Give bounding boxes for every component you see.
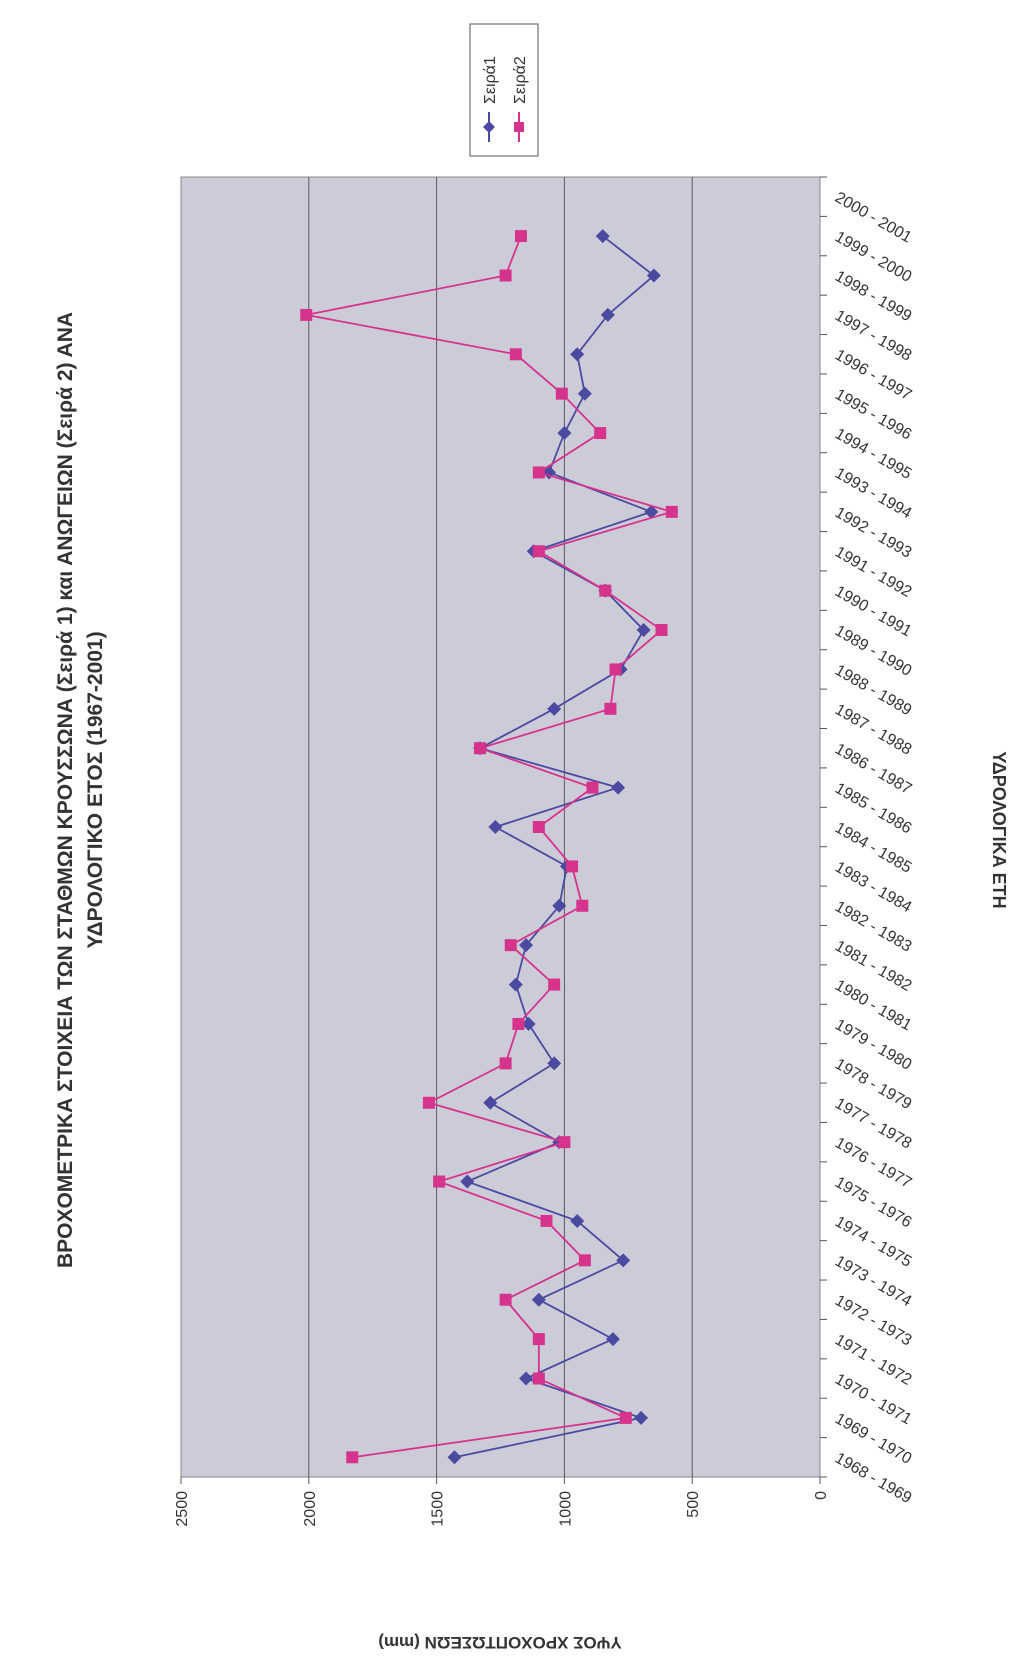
data-point-series-2 <box>512 1017 525 1030</box>
data-point-series-1 <box>636 623 651 638</box>
data-point-series-1 <box>519 938 534 953</box>
data-point-series-2 <box>504 939 517 952</box>
data-point-series-1 <box>611 780 626 795</box>
legend-box <box>469 23 539 157</box>
data-point-series-2 <box>594 427 607 440</box>
data-point-series-2 <box>599 584 612 597</box>
data-point-series-2 <box>532 821 545 833</box>
data-point-series-2 <box>540 1214 553 1227</box>
data-point-series-2 <box>514 230 527 243</box>
data-point-series-1 <box>646 268 661 283</box>
data-point-series-2 <box>532 1372 545 1385</box>
y-tick-label: 2000 <box>302 1491 319 1527</box>
data-point-series-1 <box>634 1410 649 1425</box>
data-point-series-1 <box>483 1095 498 1110</box>
y-tick-label: 1000 <box>557 1491 574 1527</box>
data-point-series-2 <box>566 860 579 873</box>
data-point-series-1 <box>519 1371 534 1386</box>
y-tick-label: 500 <box>685 1491 702 1518</box>
data-point-series-1 <box>547 1056 562 1071</box>
data-point-series-1 <box>447 1450 462 1465</box>
data-point-series-2 <box>548 978 561 991</box>
data-point-series-1 <box>644 504 659 519</box>
legend-label-2: Σειρά2 <box>512 56 529 104</box>
x-axis-title: ΥΔΡΟΛΟΓΙΚΑ ΕΤΗ <box>989 751 1009 908</box>
series-lines <box>300 229 678 1465</box>
data-point-series-1 <box>547 701 562 716</box>
data-point-series-2 <box>422 1096 435 1109</box>
data-point-series-2 <box>558 1136 571 1149</box>
data-point-series-2 <box>499 269 512 282</box>
data-point-series-1 <box>570 347 585 362</box>
data-point-series-1 <box>488 820 503 834</box>
legend-label-1: Σειρά1 <box>482 56 499 104</box>
data-point-series-2 <box>586 781 599 794</box>
data-point-series-1 <box>508 977 523 992</box>
data-point-series-2 <box>300 308 313 321</box>
legend-marker-1 <box>483 121 495 133</box>
data-point-series-2 <box>499 1057 512 1070</box>
data-point-series-1 <box>460 1174 475 1189</box>
data-point-series-2 <box>665 505 678 518</box>
y-tick-label: 0 <box>813 1491 830 1500</box>
data-point-series-2 <box>499 1293 512 1306</box>
data-point-series-2 <box>532 466 545 479</box>
data-point-series-1 <box>552 898 567 913</box>
data-point-series-1 <box>521 1016 536 1031</box>
chart-subtitle: ΥΔΡΟΛΟΓΙΚΟ ΕΤΟΣ (1967-2001) <box>84 631 107 948</box>
legend-marker-2 <box>514 122 524 132</box>
data-point-series-2 <box>655 624 668 637</box>
data-point-series-2 <box>509 348 522 361</box>
data-point-series-2 <box>474 742 487 755</box>
data-point-series-1 <box>595 229 610 244</box>
data-point-series-2 <box>576 899 589 912</box>
data-point-series-1 <box>600 307 615 322</box>
data-point-series-1 <box>570 1213 585 1228</box>
data-point-series-2 <box>604 702 617 715</box>
data-point-series-1 <box>557 426 572 441</box>
data-point-series-1 <box>577 386 592 401</box>
data-point-series-2 <box>619 1411 632 1424</box>
series-line-1 <box>454 235 656 1459</box>
data-point-series-2 <box>609 663 622 676</box>
data-point-series-2 <box>346 1451 359 1464</box>
data-point-series-2 <box>532 545 545 558</box>
data-point-series-2 <box>555 387 568 400</box>
data-point-series-2 <box>578 1254 591 1267</box>
data-point-series-2 <box>433 1175 446 1188</box>
y-tick-label: 2500 <box>174 1491 191 1527</box>
series-line-2 <box>306 235 675 1459</box>
y-tick-label: 1500 <box>430 1491 447 1527</box>
data-point-series-1 <box>605 1332 620 1347</box>
chart-title: ΒΡΟΧΟΜΕΤΡΙΚΑ ΣΤΟΙΧΕΙΑ ΤΩΝ ΣΤΑΘΜΩΝ ΚΡΟΥΣΣ… <box>54 312 77 1268</box>
legend: Σειρά1 Σειρά2 <box>469 23 539 157</box>
data-point-series-1 <box>531 1292 546 1307</box>
y-axis-title: ΥΨΟΣ ΧΡΟΧΟΠΤΩΣΕΩΝ (mm) <box>378 1633 621 1652</box>
data-point-series-1 <box>616 1253 631 1268</box>
data-point-series-2 <box>532 1333 545 1346</box>
